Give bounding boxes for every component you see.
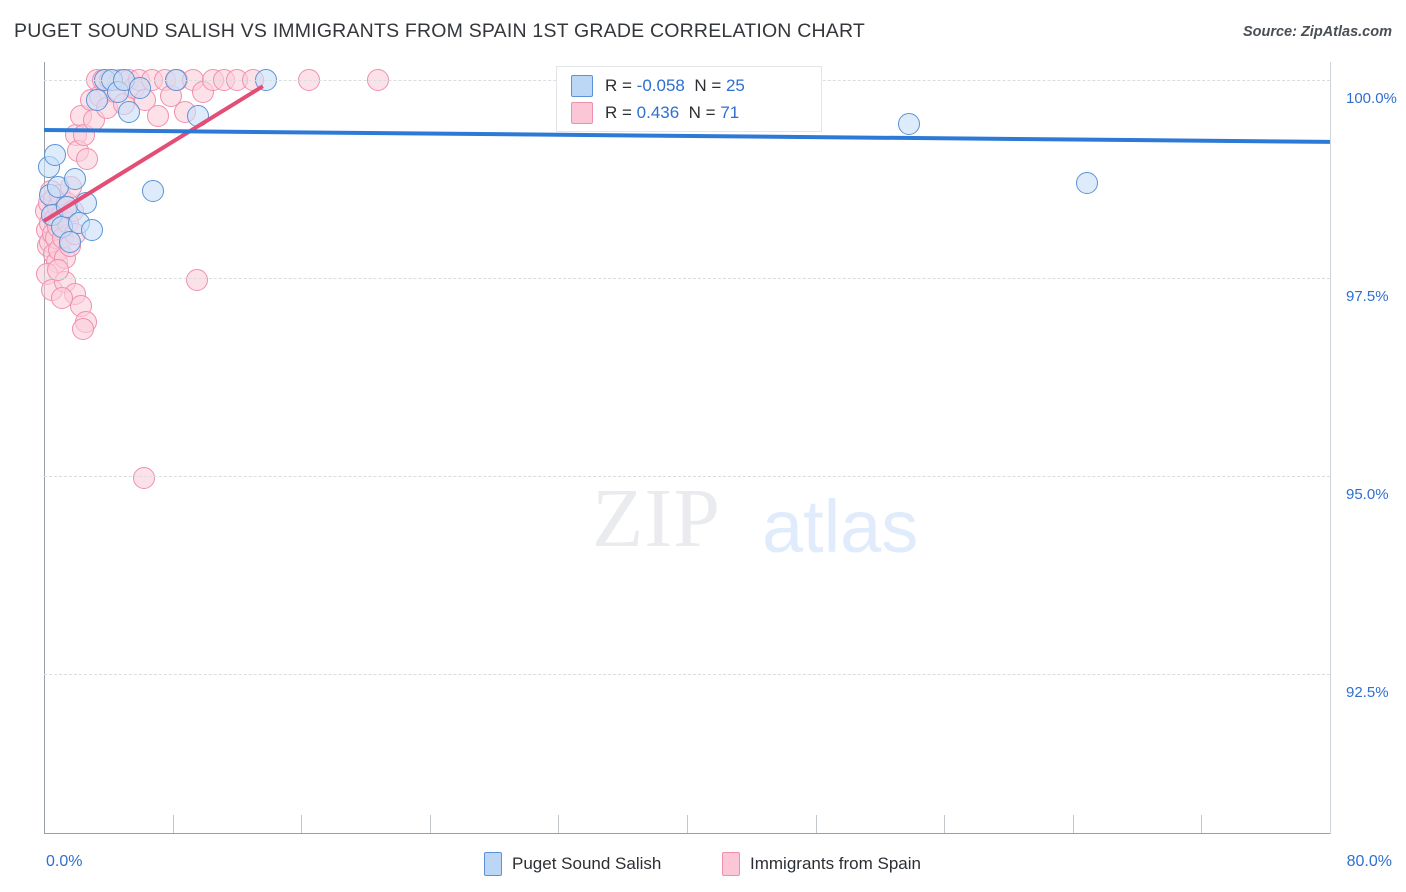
y-axis-label: 100.0% (1346, 90, 1397, 107)
plot-area: ZIP atlas (35, 62, 1331, 834)
gridline-97.5 (44, 278, 1330, 279)
series-swatch-pink (722, 852, 740, 876)
data-point (129, 76, 152, 99)
x-axis-tick (1201, 815, 1203, 833)
legend-pink-n-value: 71 (720, 103, 740, 122)
data-point (897, 112, 920, 135)
data-point (71, 318, 94, 341)
page-title: PUGET SOUND SALISH VS IMMIGRANTS FROM SP… (14, 20, 866, 42)
y-axis-line (44, 62, 45, 834)
legend-blue-r-label: R = (605, 76, 637, 95)
data-point (147, 104, 170, 127)
gridline-92.5 (44, 674, 1330, 675)
x-axis-tick (558, 815, 560, 833)
data-point (1076, 171, 1099, 194)
data-point (187, 104, 210, 127)
legend-pink-r-label: R = (605, 103, 637, 122)
x-axis-min-label: 0.0% (46, 853, 83, 870)
legend-swatch-puget-sound-salish (571, 75, 593, 97)
series-swatch-blue (484, 852, 502, 876)
data-point (132, 466, 155, 489)
legend-row-blue: R = -0.058 N = 25 (571, 73, 745, 99)
plot-right-border (1330, 62, 1331, 834)
legend-blue-r-value: -0.058 (636, 76, 685, 95)
series-legend-item-immigrants-from-spain[interactable]: Immigrants from Spain (722, 851, 921, 877)
x-axis-line (44, 833, 1330, 834)
legend-swatch-immigrants-from-spain (571, 102, 593, 124)
x-axis-tick (172, 815, 174, 833)
y-axis-label: 92.5% (1346, 684, 1389, 701)
correlation-legend: R = -0.058 N = 25 R = 0.436 N = 71 (556, 66, 822, 132)
series-legend-item-puget-sound-salish[interactable]: Puget Sound Salish (484, 851, 661, 877)
legend-pink-n-label: N = (688, 103, 721, 122)
x-axis-tick (944, 815, 946, 833)
data-point (50, 286, 73, 309)
legend-row-pink: R = 0.436 N = 71 (571, 100, 739, 126)
legend-pink-r-value: 0.436 (636, 103, 680, 122)
legend-blue-n-label: N = (694, 76, 726, 95)
legend-blue-n-value: 25 (725, 76, 745, 95)
series-label-blue: Puget Sound Salish (512, 854, 662, 873)
source-attribution: Source: ZipAtlas.com (1242, 24, 1392, 40)
watermark-atlas: atlas (762, 485, 919, 568)
legend-pink-text: R = 0.436 N = 71 (605, 103, 739, 123)
y-axis-label: 95.0% (1346, 486, 1389, 503)
data-point (118, 100, 141, 123)
data-point (47, 259, 70, 282)
data-point (58, 231, 81, 254)
data-point (86, 88, 109, 111)
x-axis-tick (301, 815, 303, 833)
data-point (44, 144, 67, 167)
data-point (142, 179, 165, 202)
legend-blue-text: R = -0.058 N = 25 (605, 76, 745, 96)
y-axis-label: 97.5% (1346, 288, 1389, 305)
gridline-95.0 (44, 476, 1330, 477)
data-point (74, 191, 97, 214)
watermark: ZIP atlas (592, 470, 952, 570)
data-point (63, 168, 86, 190)
x-axis-tick (687, 815, 688, 833)
x-axis-max-label: 80.0% (1346, 853, 1392, 870)
series-label-pink: Immigrants from Spain (750, 854, 921, 873)
data-point (81, 219, 104, 242)
series-legend: Puget Sound Salish Immigrants from Spain (0, 848, 1406, 882)
x-axis-tick (1072, 815, 1074, 833)
data-point (185, 268, 208, 291)
x-axis-tick (429, 815, 431, 833)
watermark-zip: ZIP (592, 472, 721, 565)
data-point (76, 148, 99, 171)
x-axis-tick (815, 815, 817, 833)
